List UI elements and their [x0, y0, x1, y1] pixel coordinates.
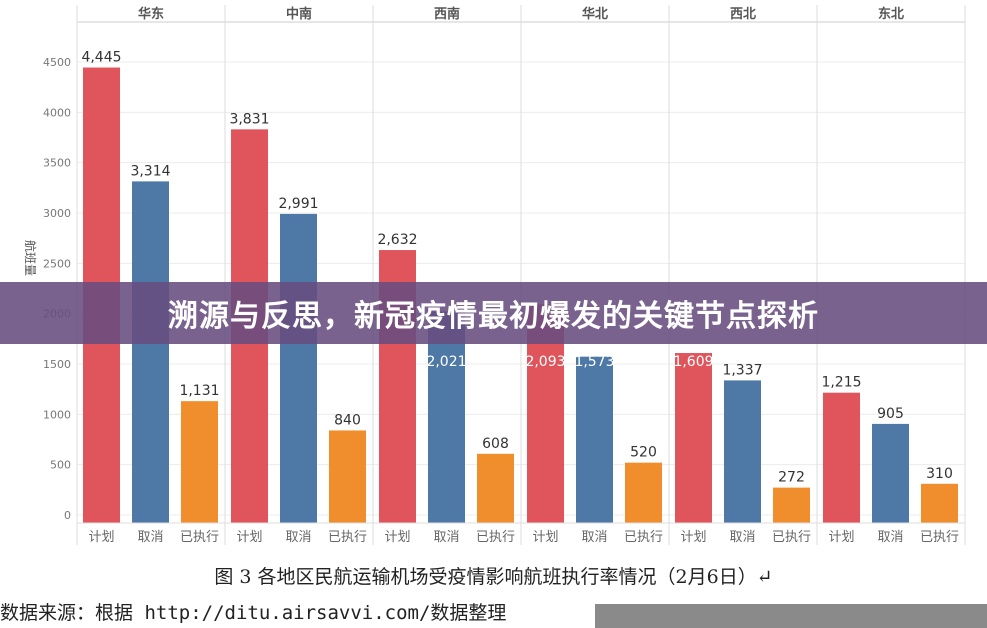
x-tick-label: 已执行 [772, 530, 811, 545]
x-tick-label: 计划 [532, 530, 558, 545]
x-tick-label: 取消 [137, 530, 163, 545]
bar [181, 401, 218, 523]
bar-chart: 050010001500200025003000350040004500航班量华… [23, 5, 966, 545]
y-tick-label: 4500 [43, 56, 71, 69]
data-label: 1,609 [673, 354, 713, 370]
data-label: 840 [334, 412, 361, 428]
x-tick-label: 取消 [285, 530, 311, 545]
data-label: 2,021 [426, 354, 466, 370]
x-tick-label: 取消 [581, 530, 607, 545]
data-label: 272 [778, 470, 805, 486]
panel-header: 中南 [286, 6, 312, 22]
data-label: 1,573 [574, 354, 614, 370]
x-tick-label: 计划 [236, 530, 262, 545]
bar [625, 462, 662, 523]
bar [823, 392, 860, 523]
data-label: 1,131 [179, 383, 219, 399]
title-banner: 溯源与反思，新冠疫情最初爆发的关键节点探析 [0, 282, 987, 344]
x-tick-label: 取消 [433, 530, 459, 545]
panel-header: 西北 [730, 7, 756, 22]
data-label: 310 [926, 466, 953, 482]
data-label: 1,337 [722, 362, 762, 378]
y-tick-label: 4000 [43, 106, 71, 119]
data-label: 3,831 [229, 111, 269, 127]
data-label: 2,632 [377, 232, 417, 248]
data-label: 520 [630, 445, 657, 461]
x-tick-label: 已执行 [624, 530, 663, 545]
bar [329, 430, 366, 523]
data-label: 905 [877, 406, 904, 422]
banner-title: 溯源与反思，新冠疫情最初爆发的关键节点探析 [168, 299, 819, 334]
y-tick-label: 3500 [43, 157, 71, 170]
x-tick-label: 已执行 [328, 530, 367, 545]
x-tick-label: 已执行 [180, 530, 219, 545]
x-tick-label: 计划 [828, 530, 854, 545]
y-tick-label: 3000 [43, 207, 71, 220]
bar [132, 181, 169, 523]
data-label: 3,314 [130, 163, 170, 179]
y-tick-label: 1500 [43, 358, 71, 371]
panel-header: 华东 [138, 6, 164, 22]
x-tick-label: 已执行 [920, 530, 959, 545]
grey-overlay [595, 604, 987, 628]
y-axis-label: 航班量 [23, 240, 38, 276]
x-tick-label: 计划 [88, 530, 114, 545]
y-tick-label: 1000 [43, 408, 71, 421]
panel-header: 西南 [434, 6, 460, 22]
x-tick-label: 取消 [877, 530, 903, 545]
data-label: 1,215 [821, 375, 861, 391]
y-tick-label: 2500 [43, 257, 71, 270]
data-label: 2,991 [278, 196, 318, 212]
bar [773, 487, 810, 523]
data-label: 2,093 [525, 354, 565, 370]
x-tick-label: 取消 [729, 530, 755, 545]
x-tick-label: 已执行 [476, 530, 515, 545]
panel-header: 华北 [582, 6, 608, 22]
bar [724, 380, 761, 523]
bar [477, 453, 514, 523]
data-label: 4,445 [81, 50, 121, 66]
panel-header: 东北 [878, 6, 904, 22]
data-source: 数据来源：根据 http://ditu.airsavvi.com/数据整理 [0, 602, 507, 624]
x-tick-label: 计划 [384, 530, 410, 545]
bar [576, 356, 613, 523]
bar [280, 213, 317, 523]
bar [921, 483, 958, 523]
x-tick-label: 计划 [680, 530, 706, 545]
y-tick-label: 0 [64, 509, 71, 522]
data-label: 608 [482, 436, 509, 452]
bar [428, 311, 465, 523]
bar [872, 423, 909, 523]
figure-caption: 图 3 各地区民航运输机场受疫情影响航班执行率情况（2月6日）↵ [214, 566, 773, 588]
y-tick-label: 500 [50, 459, 71, 472]
bar [675, 353, 712, 523]
